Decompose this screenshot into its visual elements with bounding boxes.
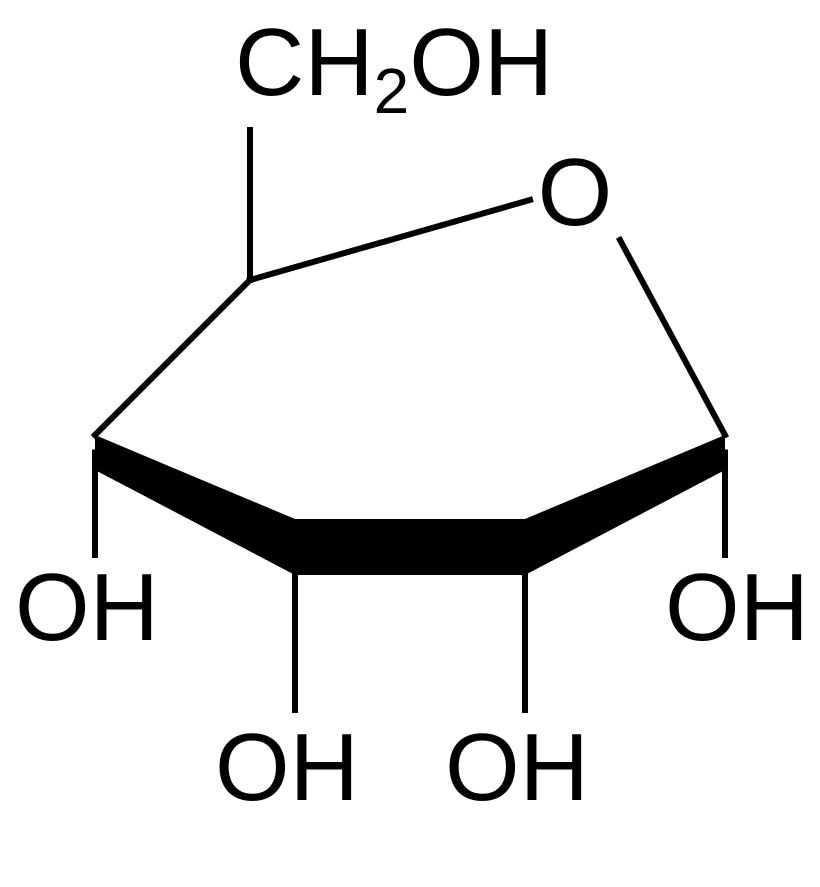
label-oh-c1: OH — [665, 554, 809, 661]
label-ring-oxygen: O — [538, 139, 613, 246]
bond-c5-o — [250, 200, 530, 280]
label-ch2oh: CH2OH — [235, 9, 553, 127]
label-oh-c2: OH — [445, 714, 589, 821]
bond-c4-c5 — [95, 280, 250, 435]
glucose-diagram: CH2OH O OH OH OH OH — [0, 0, 820, 887]
bond-o-c1 — [620, 240, 725, 435]
wedge-c3-c2 — [295, 519, 525, 575]
label-oh-c3: OH — [215, 714, 359, 821]
label-oh-c4: OH — [15, 554, 159, 661]
